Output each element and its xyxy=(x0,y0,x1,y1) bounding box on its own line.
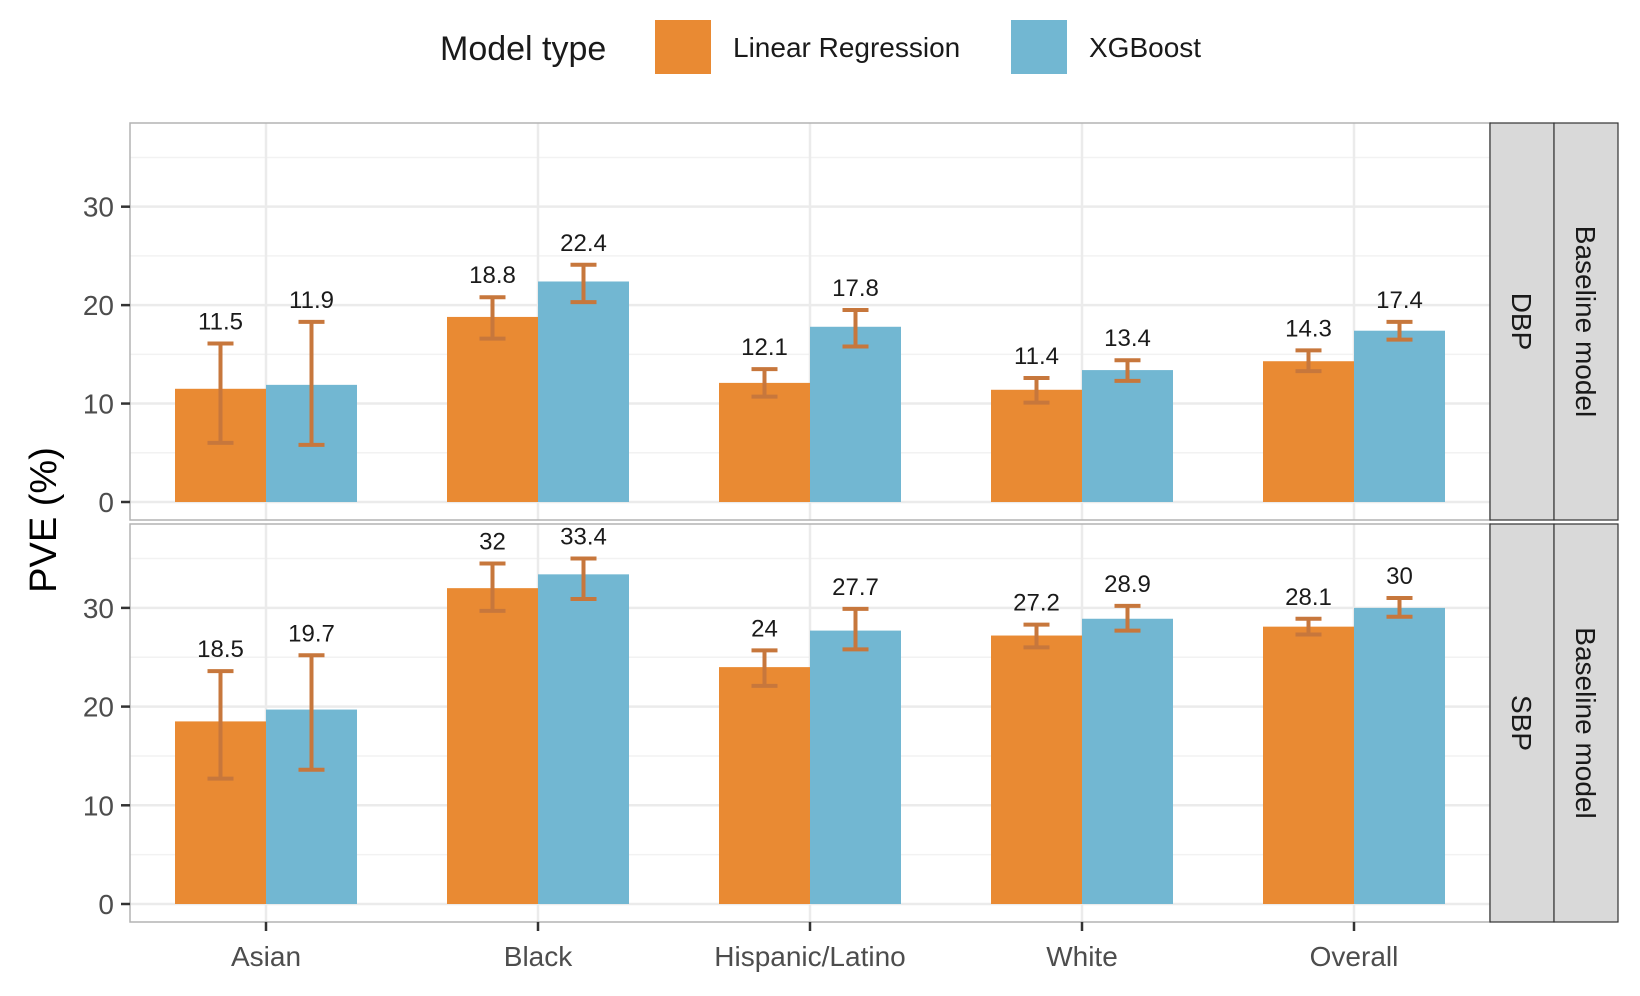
value-label-sbp-hispanic-latino-xgboost: 27.7 xyxy=(832,574,879,601)
bar-dbp-hispanic-latino-linear-regression xyxy=(719,382,810,502)
legend-key-xgboost xyxy=(1011,20,1067,74)
bar-sbp-overall-xgboost xyxy=(1354,607,1445,904)
bar-sbp-hispanic-latino-xgboost xyxy=(810,630,901,904)
strip-label-baseline-model: Baseline model xyxy=(1570,226,1601,417)
bar-sbp-hispanic-latino-linear-regression xyxy=(719,667,810,904)
x-tick-label-black: Black xyxy=(504,941,573,972)
legend-label-linear-regression: Linear Regression xyxy=(733,32,960,63)
bar-sbp-white-xgboost xyxy=(1082,618,1173,904)
value-label-dbp-asian-linear-regression: 11.5 xyxy=(198,309,243,336)
strip-label-dbp: DBP xyxy=(1506,293,1537,351)
y-tick-label: 10 xyxy=(83,389,114,420)
y-tick-label: 30 xyxy=(83,593,114,624)
value-label-sbp-black-linear-regression: 32 xyxy=(479,528,506,555)
value-label-dbp-black-xgboost: 22.4 xyxy=(560,230,607,257)
legend-key-linear-regression xyxy=(655,20,711,74)
value-label-sbp-white-xgboost: 28.9 xyxy=(1104,571,1151,598)
y-axis-title: PVE (%) xyxy=(23,447,65,593)
value-label-dbp-white-xgboost: 13.4 xyxy=(1104,325,1151,352)
value-label-sbp-asian-linear-regression: 18.5 xyxy=(197,636,244,663)
strip-dbp xyxy=(1489,122,1555,521)
bar-sbp-black-xgboost xyxy=(538,574,629,904)
panels: 11.5 11.9 18.8 22.4 12.1 17.8 11.4 13.4 14.3 17.4… xyxy=(83,122,1619,972)
strip-baseline-model xyxy=(1553,122,1619,521)
value-label-sbp-overall-xgboost: 30 xyxy=(1386,563,1413,590)
bar-dbp-white-linear-regression xyxy=(991,389,1082,502)
value-label-sbp-overall-linear-regression: 28.1 xyxy=(1285,584,1332,611)
legend-label-xgboost: XGBoost xyxy=(1089,32,1201,63)
x-tick-label-asian: Asian xyxy=(231,941,301,972)
bar-sbp-overall-linear-regression xyxy=(1263,626,1354,904)
value-label-sbp-hispanic-latino-linear-regression: 24 xyxy=(751,615,778,642)
x-tick-label-white: White xyxy=(1046,941,1118,972)
x-tick-label-hispanic-latino: Hispanic/Latino xyxy=(714,941,905,972)
value-label-dbp-asian-xgboost: 11.9 xyxy=(289,287,334,314)
bar-dbp-hispanic-latino-xgboost xyxy=(810,326,901,502)
bar-dbp-overall-xgboost xyxy=(1354,330,1445,502)
strip-label-sbp: SBP xyxy=(1506,695,1537,751)
value-label-dbp-hispanic-latino-linear-regression: 12.1 xyxy=(741,334,788,361)
y-tick-label: 10 xyxy=(83,790,114,821)
value-label-dbp-overall-linear-regression: 14.3 xyxy=(1285,315,1332,342)
value-label-dbp-white-linear-regression: 11.4 xyxy=(1014,343,1059,370)
strip-baseline-model xyxy=(1553,523,1619,923)
value-label-dbp-hispanic-latino-xgboost: 17.8 xyxy=(832,275,879,302)
bar-dbp-black-linear-regression xyxy=(447,316,538,502)
value-label-sbp-asian-xgboost: 19.7 xyxy=(288,620,335,647)
strip-label-baseline-model: Baseline model xyxy=(1570,627,1601,818)
y-tick-label: 20 xyxy=(83,692,114,723)
bar-dbp-white-xgboost xyxy=(1082,370,1173,502)
bar-dbp-black-xgboost xyxy=(538,281,629,502)
y-tick-label: 0 xyxy=(98,889,114,920)
bar-dbp-overall-linear-regression xyxy=(1263,361,1354,502)
value-label-sbp-black-xgboost: 33.4 xyxy=(560,524,607,551)
y-tick-label: 30 xyxy=(83,192,114,223)
bar-sbp-white-linear-regression xyxy=(991,635,1082,904)
legend: Model type Linear Regression XGBoost xyxy=(440,20,1201,74)
legend-title: Model type xyxy=(440,30,606,68)
value-label-dbp-overall-xgboost: 17.4 xyxy=(1376,287,1423,314)
x-tick-label-overall: Overall xyxy=(1310,941,1399,972)
bar-sbp-black-linear-regression xyxy=(447,588,538,904)
y-tick-label: 20 xyxy=(83,290,114,321)
value-label-dbp-black-linear-regression: 18.8 xyxy=(469,262,516,289)
value-label-sbp-white-linear-regression: 27.2 xyxy=(1013,590,1060,617)
y-tick-label: 0 xyxy=(98,487,114,518)
